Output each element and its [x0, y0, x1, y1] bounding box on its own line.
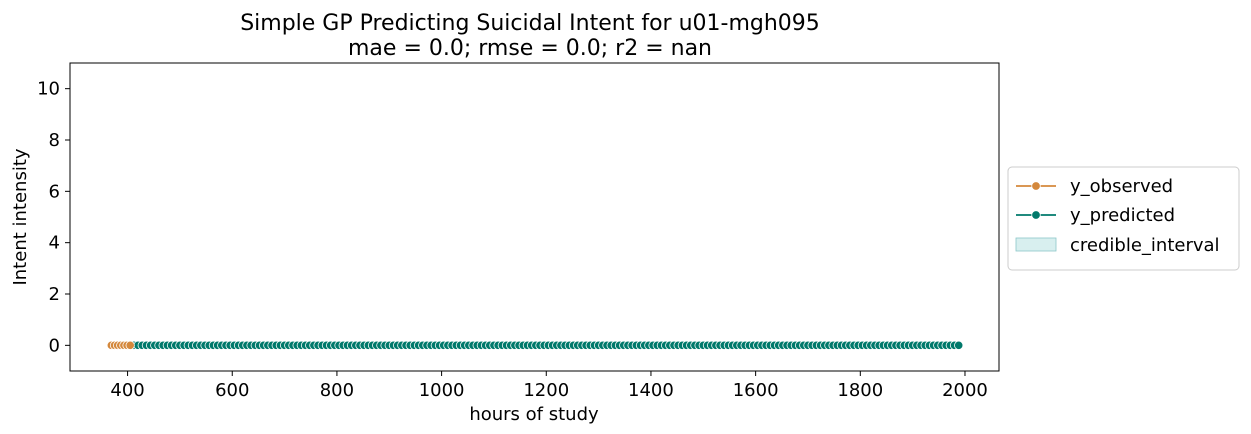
- legend-predicted-label: y_predicted: [1070, 205, 1175, 226]
- y-tick-label: 10: [37, 79, 60, 100]
- y-tick-label: 2: [49, 284, 60, 305]
- plot-area: [107, 341, 963, 349]
- legend-predicted-marker: [1032, 211, 1041, 220]
- legend-observed-label: y_observed: [1070, 176, 1173, 197]
- y-axis-label: Intent intensity: [10, 148, 31, 285]
- y-tick-label: 6: [49, 181, 60, 202]
- legend-interval-label: credible_interval: [1070, 235, 1220, 256]
- x-tick-label: 1400: [628, 380, 674, 401]
- x-tick-label: 800: [320, 380, 354, 401]
- x-tick-label: 1800: [837, 380, 883, 401]
- legend-observed-marker: [1032, 182, 1041, 191]
- plot-frame: [70, 63, 999, 371]
- x-axis-label: hours of study: [469, 404, 599, 425]
- legend: y_observed y_predicted credible_interval: [1008, 167, 1239, 270]
- observed-point: [126, 341, 134, 349]
- x-tick-label: 600: [215, 380, 249, 401]
- y-tick-label: 0: [49, 335, 60, 356]
- x-tick-label: 1600: [733, 380, 779, 401]
- chart-title-line2: mae = 0.0; rmse = 0.0; r2 = nan: [348, 36, 712, 61]
- x-tick-label: 400: [110, 380, 144, 401]
- y-tick-label: 8: [49, 130, 60, 151]
- x-tick-label: 2000: [942, 380, 988, 401]
- legend-interval-swatch: [1016, 238, 1056, 251]
- y-axis: 0 2 4 6 8 10: [37, 79, 70, 357]
- x-tick-label: 1200: [523, 380, 569, 401]
- predicted-point: [954, 341, 962, 349]
- x-axis: 400 600 800 1000 1200 1400 1600 1800 2000: [110, 371, 987, 401]
- chart-title-line1: Simple GP Predicting Suicidal Intent for…: [240, 11, 820, 36]
- x-tick-label: 1000: [419, 380, 465, 401]
- y-tick-label: 4: [49, 233, 60, 254]
